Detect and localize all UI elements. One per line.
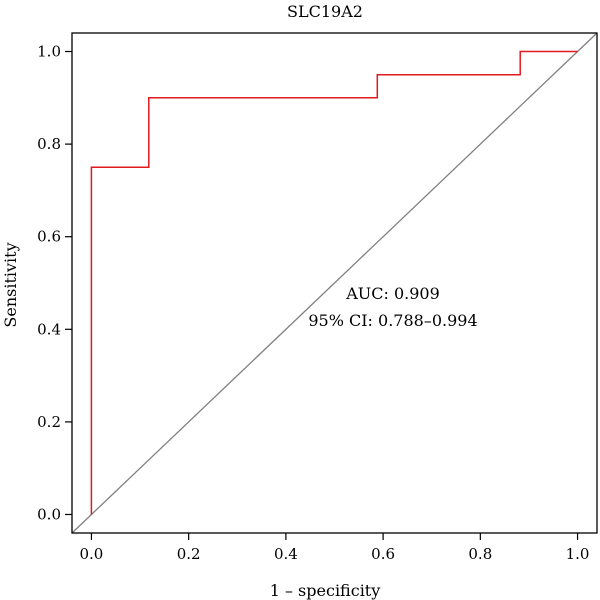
- y-tick-label: 1.0: [37, 43, 61, 61]
- x-tick-label: 0.0: [80, 545, 104, 563]
- x-tick-label: 0.2: [177, 545, 201, 563]
- y-tick-label: 0.2: [37, 413, 61, 431]
- x-tick-label: 0.6: [371, 545, 395, 563]
- reference-diagonal-line: [71, 32, 598, 534]
- plot-frame: [71, 32, 598, 534]
- y-tick-label: 0.8: [37, 135, 61, 153]
- ci-annotation: 95% CI: 0.788–0.994: [308, 311, 477, 330]
- x-tick-label: 1.0: [566, 545, 590, 563]
- x-axis-title: 1 – specificity: [270, 581, 381, 600]
- chart-title: SLC19A2: [287, 2, 363, 21]
- y-tick-label: 0.0: [37, 505, 61, 523]
- y-tick-label: 0.6: [37, 228, 61, 246]
- roc-curve-line: [90, 50, 578, 515]
- y-axis-title: Sensitivity: [1, 242, 20, 327]
- axis-ticks: 0.0 0.2 0.4 0.6 0.8 1.0 0.0 0.2 0.4 0.6 0.8 1.0: [37, 43, 589, 563]
- y-tick-label: 0.4: [37, 320, 61, 338]
- x-tick-label: 0.8: [468, 545, 492, 563]
- auc-annotation: AUC: 0.909: [345, 284, 440, 303]
- x-tick-label: 0.4: [274, 545, 298, 563]
